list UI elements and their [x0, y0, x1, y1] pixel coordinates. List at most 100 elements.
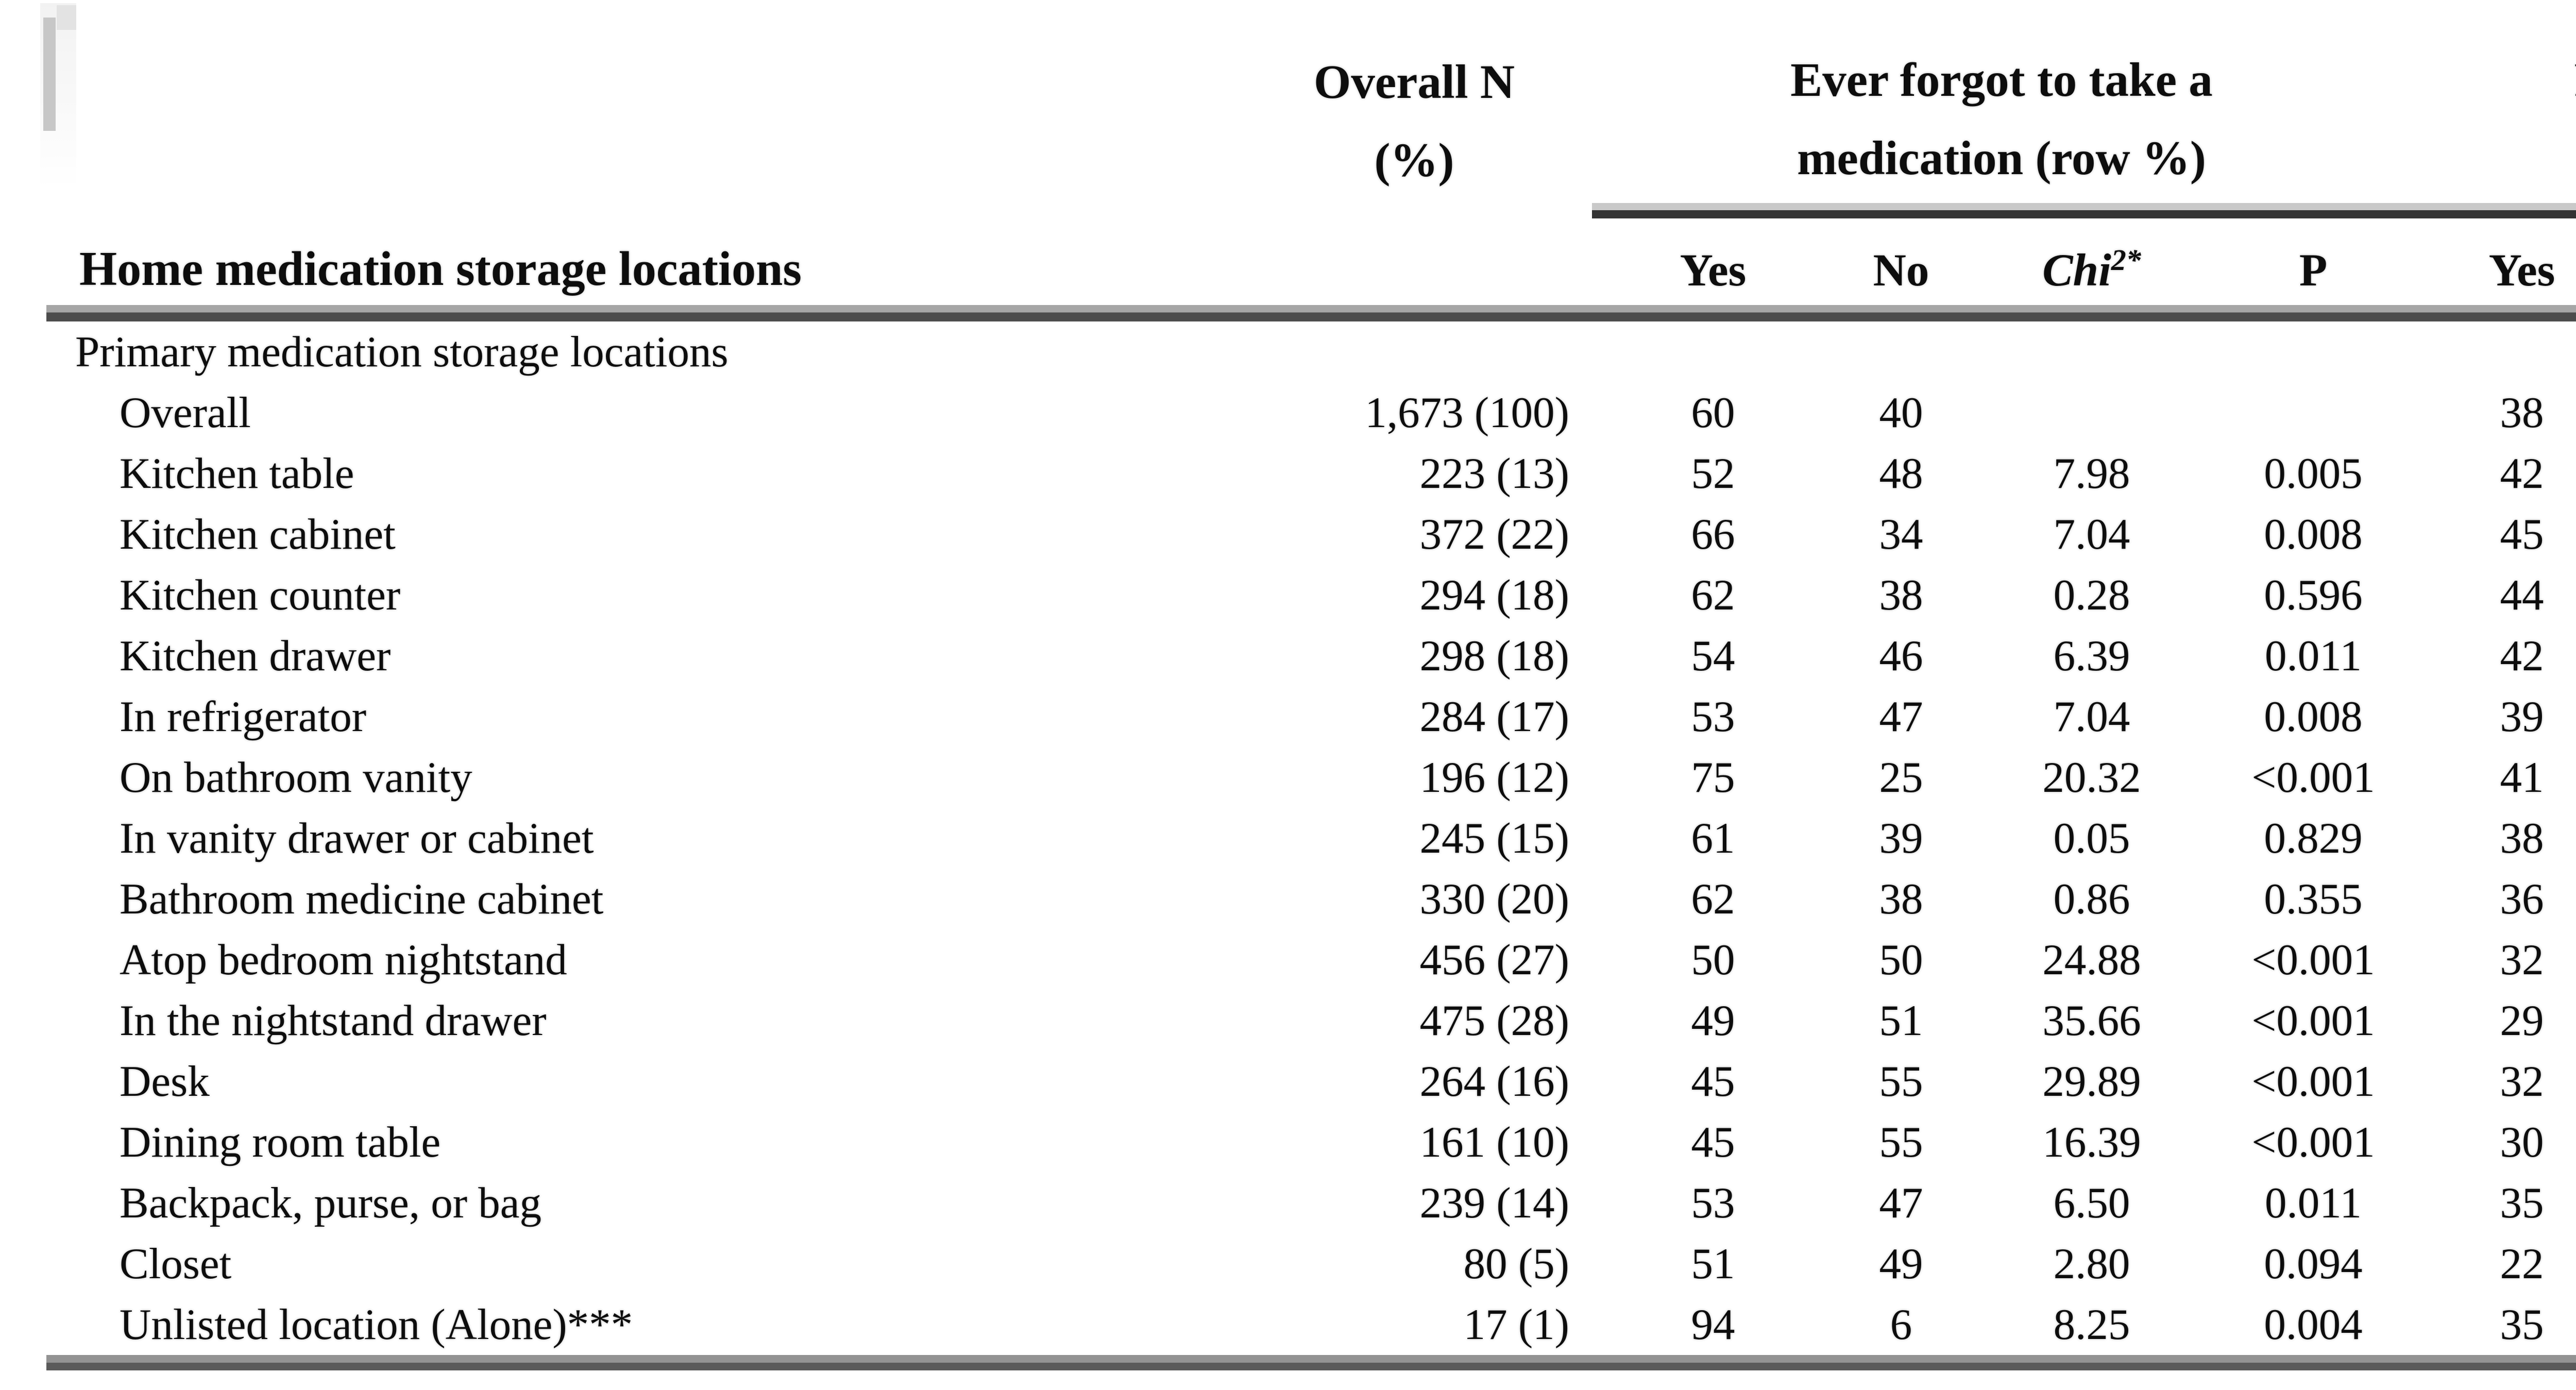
- table-row: Kitchen drawer 298 (18) 54 46 6.39 0.011…: [46, 625, 2576, 686]
- cell-ever-chi2: 2.80: [2053, 1240, 2130, 1288]
- table-row: Primary medication storage locations: [46, 321, 2576, 382]
- cell-storage-location-label: Desk: [120, 1057, 210, 1106]
- table-row: Atop bedroom nightstand 456 (27) 50 50 2…: [46, 929, 2576, 990]
- cell-ever-no: 34: [1879, 510, 1923, 558]
- cell-recently-yes: 45: [2500, 510, 2544, 558]
- table-row: On bathroom vanity 196 (12) 75 25 20.32 …: [46, 747, 2576, 808]
- ever-forgot-line2: medication (row %): [1797, 132, 2206, 185]
- overall-n-line1: Overall N: [1314, 56, 1515, 109]
- cell-storage-location-label: In the nightstand drawer: [120, 996, 547, 1045]
- cell-storage-location-label: Bathroom medicine cabinet: [120, 875, 604, 923]
- cell-recently-yes: 36: [2500, 875, 2544, 923]
- cell-ever-chi2: 20.32: [2042, 753, 2141, 802]
- table-bottom-rule: [46, 1355, 2576, 1370]
- row-label-column-header: Home medication storage locations: [79, 242, 802, 296]
- cell-overall-n: 245 (15): [1419, 814, 1569, 862]
- cell-ever-chi2: [1968, 382, 2215, 443]
- cell-ever-p: <0.001: [2251, 1057, 2375, 1106]
- table-row: In vanity drawer or cabinet 245 (15) 61 …: [46, 808, 2576, 869]
- cell-ever-yes: 50: [1691, 936, 1735, 984]
- cell-overall-n: 475 (28): [1419, 996, 1569, 1045]
- cell-recently-yes: 35: [2500, 1179, 2544, 1227]
- overall-n-header-cell: Overall N (%): [1236, 29, 1592, 214]
- cell-ever-p: <0.001: [2251, 753, 2375, 802]
- cell-ever-no: 55: [1879, 1118, 1923, 1166]
- cell-recently-yes: 42: [2500, 449, 2544, 498]
- cell-overall-n: 330 (20): [1419, 875, 1569, 923]
- cell-overall-n: 264 (16): [1419, 1057, 1569, 1106]
- table-row: Backpack, purse, or bag 239 (14) 53 47 6…: [46, 1173, 2576, 1233]
- ever-chi2-header: Chi2*: [2042, 243, 2141, 296]
- cell-storage-location-label: Backpack, purse, or bag: [120, 1179, 541, 1227]
- table-row: Bathroom medicine cabinet 330 (20) 62 38…: [46, 869, 2576, 929]
- cell-storage-location-label: Kitchen table: [120, 449, 354, 498]
- table-row: Unlisted location (Alone)*** 17 (1) 94 6…: [46, 1294, 2576, 1355]
- table-row: Kitchen table 223 (13) 52 48 7.98 0.005 …: [46, 443, 2576, 504]
- cell-storage-location-label: Overall: [120, 388, 251, 437]
- cell-ever-chi2: 7.98: [2053, 449, 2130, 498]
- cell-ever-chi2: 0.05: [2053, 814, 2130, 862]
- cell-overall-n: 298 (18): [1419, 632, 1569, 680]
- ever-chi2-header-cell: Chi2*: [1968, 214, 2215, 305]
- cell-overall-n: 239 (14): [1419, 1179, 1569, 1227]
- cell-ever-yes: 53: [1691, 692, 1735, 741]
- cell-recently-yes: 38: [2500, 388, 2544, 437]
- cell-ever-p: <0.001: [2251, 1118, 2375, 1166]
- cell-ever-yes: 61: [1691, 814, 1735, 862]
- cell-overall-n: [1236, 321, 1592, 382]
- cell-ever-p: 0.355: [2264, 875, 2363, 923]
- cell-storage-location-label: In refrigerator: [120, 692, 366, 741]
- cell-ever-p: 0.596: [2264, 571, 2363, 619]
- cell-storage-location-label: On bathroom vanity: [120, 753, 472, 802]
- cell-recently-yes: 39: [2500, 692, 2544, 741]
- cell-ever-p: 0.004: [2264, 1300, 2363, 1349]
- cell-overall-n: 196 (12): [1419, 753, 1569, 802]
- corner-empty-cell: [46, 29, 1236, 214]
- cell-ever-chi2: 6.39: [2053, 632, 2130, 680]
- cell-ever-chi2: 29.89: [2042, 1057, 2141, 1106]
- cell-ever-chi2: 7.04: [2053, 510, 2130, 558]
- cell-recently-yes: 35: [2500, 1300, 2544, 1349]
- cell-ever-p: 0.829: [2264, 814, 2363, 862]
- cell-ever-p: 0.011: [2264, 632, 2362, 680]
- cell-ever-yes: 51: [1691, 1240, 1735, 1288]
- cell-ever-no: 6: [1890, 1300, 1912, 1349]
- cell-ever-yes: [1592, 321, 1834, 382]
- table-row: Closet 80 (5) 51 49 2.80 0.094 22 78 8.4…: [46, 1233, 2576, 1294]
- cell-ever-p: [2215, 321, 2411, 382]
- recently-forgot-line1: Recently forgot to take a: [2411, 41, 2576, 120]
- cell-overall-n: 161 (10): [1419, 1118, 1569, 1166]
- cell-ever-chi2: [1968, 321, 2215, 382]
- cell-ever-yes: 60: [1691, 388, 1735, 437]
- cell-overall-n: 284 (17): [1419, 692, 1569, 741]
- cell-overall-n: 1,673 (100): [1365, 388, 1569, 437]
- cell-ever-p: 0.094: [2264, 1240, 2363, 1288]
- cell-recently-yes: 42: [2500, 632, 2544, 680]
- ever-no-header: No: [1873, 245, 1929, 296]
- cell-ever-yes: 49: [1691, 996, 1735, 1045]
- cell-ever-yes: 75: [1691, 753, 1735, 802]
- chi2-superscript: 2*: [2111, 243, 2141, 277]
- scan-bar-artifact-small: [57, 5, 76, 30]
- cell-recently-yes: 41: [2500, 753, 2544, 802]
- cell-overall-n: 80 (5): [1463, 1240, 1569, 1288]
- medication-storage-table: Overall N (%) Ever forgot to take a medi…: [46, 29, 2576, 1370]
- header-rule-row: [46, 305, 2576, 321]
- bottom-rule-row: [46, 1355, 2576, 1370]
- cell-recently-yes: [2411, 321, 2576, 382]
- cell-overall-n: 456 (27): [1419, 936, 1569, 984]
- cell-ever-chi2: 7.04: [2053, 692, 2130, 741]
- cell-ever-no: 49: [1879, 1240, 1923, 1288]
- table-row: Dining room table 161 (10) 45 55 16.39 <…: [46, 1112, 2576, 1173]
- group-header-row: Overall N (%) Ever forgot to take a medi…: [46, 29, 2576, 218]
- cell-storage-location-label: Kitchen cabinet: [120, 510, 396, 558]
- cell-recently-yes: 32: [2500, 936, 2544, 984]
- cell-recently-yes: 22: [2500, 1240, 2544, 1288]
- ever-yes-header-cell: Yes: [1592, 214, 1834, 305]
- table-row: Desk 264 (16) 45 55 29.89 <0.001 32 68 4…: [46, 1051, 2576, 1112]
- table-row: Kitchen counter 294 (18) 62 38 0.28 0.59…: [46, 565, 2576, 625]
- cell-recently-yes: 44: [2500, 571, 2544, 619]
- scan-bar-artifact: [43, 18, 56, 131]
- cell-ever-chi2: 0.86: [2053, 875, 2130, 923]
